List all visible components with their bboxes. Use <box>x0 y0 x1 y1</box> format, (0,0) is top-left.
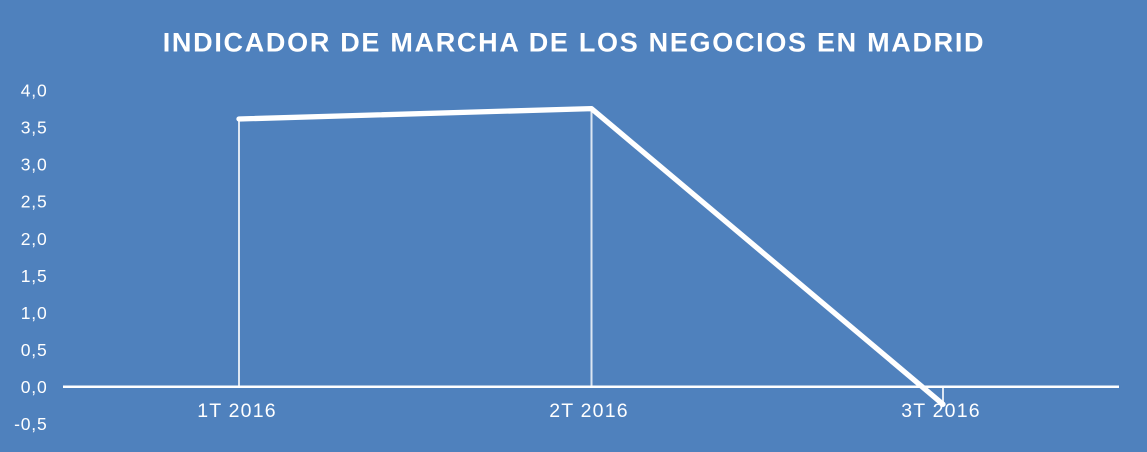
svg-text:3T 2016: 3T 2016 <box>901 400 981 422</box>
svg-text:1,5: 1,5 <box>21 266 48 286</box>
svg-text:2,5: 2,5 <box>21 192 48 212</box>
svg-text:2T 2016: 2T 2016 <box>549 400 629 422</box>
svg-text:2,0: 2,0 <box>21 229 48 249</box>
svg-text:1T 2016: 1T 2016 <box>197 400 277 422</box>
svg-text:3,0: 3,0 <box>21 155 48 175</box>
svg-text:-0,5: -0,5 <box>14 414 47 434</box>
svg-text:INDICADOR DE MARCHA DE LOS NEG: INDICADOR DE MARCHA DE LOS NEGOCIOS EN M… <box>163 28 986 58</box>
svg-text:3,5: 3,5 <box>21 118 48 138</box>
svg-text:0,0: 0,0 <box>21 377 48 397</box>
svg-text:0,5: 0,5 <box>21 340 48 360</box>
svg-text:4,0: 4,0 <box>21 81 48 101</box>
svg-text:1,0: 1,0 <box>21 303 48 323</box>
